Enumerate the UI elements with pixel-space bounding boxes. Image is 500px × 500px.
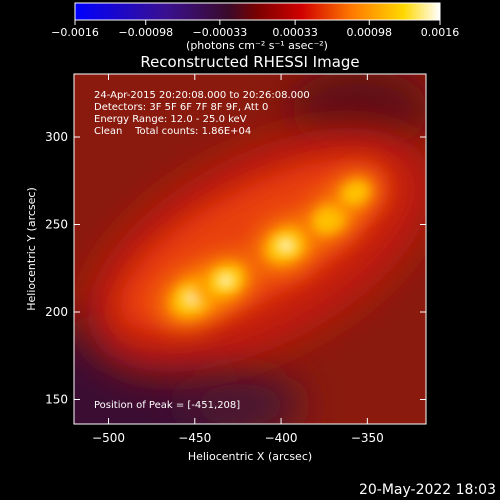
colorbar-tick-label: 0.00033	[272, 26, 318, 39]
x-tick-label: −400	[265, 431, 298, 445]
x-axis: −500 −450 −400 −350	[92, 74, 384, 445]
annotation-detectors: Detectors: 3F 5F 6F 7F 8F 9F, Att 0	[94, 102, 268, 113]
y-axis-label: Heliocentric Y (arcsec)	[25, 187, 38, 311]
footer-date: 20-May-2022 18:03	[359, 482, 496, 498]
annotation-block: 24-Apr-2015 20:20:08.000 to 20:26:08.000…	[94, 90, 310, 137]
y-axis: 150 200 250 300	[45, 130, 426, 407]
emission-source	[331, 172, 379, 214]
heatmap-image	[74, 74, 426, 424]
annotation-counts: Clean Total counts: 1.86E+04	[94, 126, 251, 137]
x-tick-label: −500	[92, 431, 125, 445]
y-tick-label: 300	[45, 130, 68, 144]
colorbar-tick-label: −0.00033	[193, 26, 248, 39]
x-axis-label: Heliocentric X (arcsec)	[188, 450, 312, 463]
chart-title: Reconstructed RHESSI Image	[140, 53, 359, 71]
y-tick-label: 200	[45, 305, 68, 319]
emission-source	[195, 254, 257, 307]
emission-source	[253, 217, 319, 274]
x-tick-label: −350	[351, 431, 384, 445]
y-tick-label: 250	[45, 218, 68, 232]
colorbar-gradient	[74, 2, 441, 21]
colorbar-units: (photons cm⁻² s⁻¹ asec⁻²)	[186, 39, 328, 52]
x-tick-label: −450	[178, 431, 211, 445]
colorbar-tick-label: −0.0016	[51, 26, 99, 39]
colorbar-tick-label: −0.00098	[118, 26, 173, 39]
peak-position-label: Position of Peak = [-451,208]	[94, 400, 240, 411]
colorbar-ticks: −0.0016 −0.00098 −0.00033 0.00033 0.00098 0.0…	[51, 20, 459, 39]
annotation-energy: Energy Range: 12.0 - 25.0 keV	[94, 114, 247, 125]
colorbar-tick-label: 0.00098	[347, 26, 393, 39]
plot-area: −500 −450 −400 −350 150 200 250 300 24-Apr-201…	[45, 73, 427, 445]
y-tick-label: 150	[45, 393, 68, 407]
annotation-time: 24-Apr-2015 20:20:08.000 to 20:26:08.000	[94, 90, 310, 101]
plot-frame	[73, 73, 427, 425]
emission-sources	[158, 172, 379, 328]
colorbar: −0.0016 −0.00098 −0.00033 0.00033 0.00098 0.0…	[51, 2, 459, 52]
colorbar-tick-label: 0.0016	[421, 26, 460, 39]
